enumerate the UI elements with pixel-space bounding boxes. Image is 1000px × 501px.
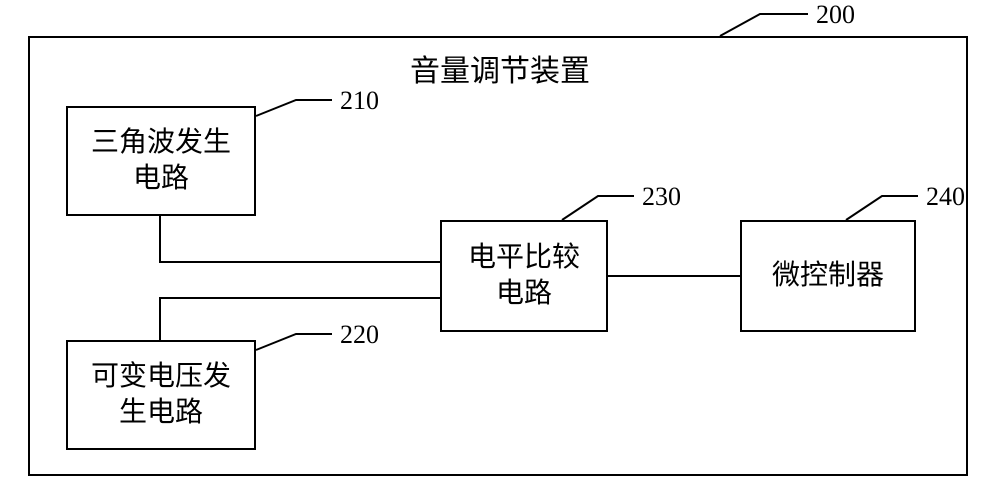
block-level_comparator: 电平比较电路 bbox=[440, 220, 608, 332]
block-microcontroller-ref: 240 bbox=[926, 182, 965, 212]
block-triangle_gen-ref: 210 bbox=[340, 86, 379, 116]
block-level_comparator-line1: 电平比较 bbox=[468, 240, 580, 276]
block-variable_voltage_gen-line2: 生电路 bbox=[91, 395, 231, 431]
container-ref: 200 bbox=[816, 0, 855, 30]
block-level_comparator-ref: 230 bbox=[642, 182, 681, 212]
block-triangle_gen-line1: 三角波发生 bbox=[91, 125, 231, 161]
block-variable_voltage_gen-ref: 220 bbox=[340, 320, 379, 350]
block-triangle_gen: 三角波发生电路 bbox=[66, 106, 256, 216]
leader-container bbox=[720, 14, 808, 36]
block-microcontroller-line1: 微控制器 bbox=[772, 258, 884, 294]
block-microcontroller: 微控制器 bbox=[740, 220, 916, 332]
block-variable_voltage_gen-line1: 可变电压发 bbox=[91, 359, 231, 395]
block-level_comparator-line2: 电路 bbox=[468, 276, 580, 312]
block-triangle_gen-line2: 电路 bbox=[91, 161, 231, 197]
container-title: 音量调节装置 bbox=[410, 46, 590, 90]
block-variable_voltage_gen: 可变电压发生电路 bbox=[66, 340, 256, 450]
